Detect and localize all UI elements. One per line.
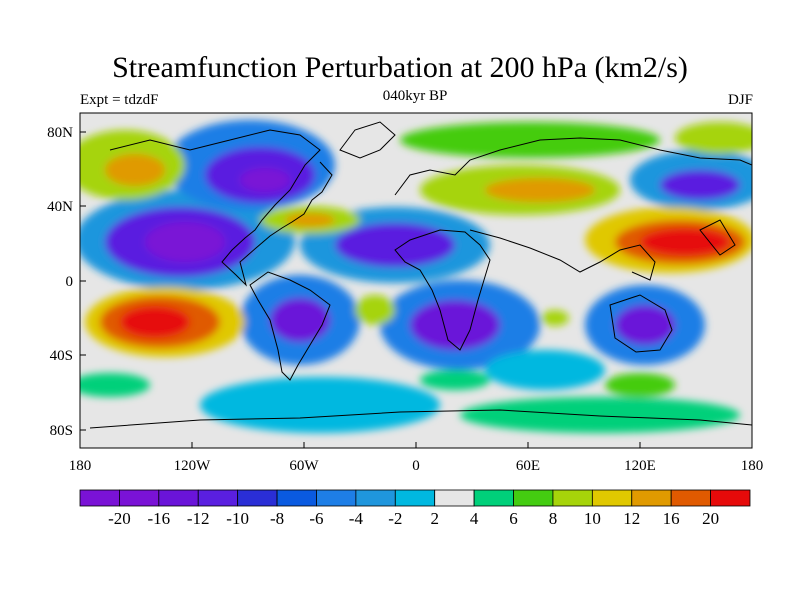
colorbar-label: 10	[584, 509, 601, 528]
chart-title: Streamfunction Perturbation at 200 hPa (…	[112, 51, 688, 84]
colorbar-swatch	[316, 489, 357, 507]
colorbar-swatch	[197, 489, 239, 507]
colorbar-label: -8	[270, 509, 284, 528]
longitude-axis: 180 120W 60W 0 60E 120E 180	[69, 442, 764, 474]
colorbar-label: 20	[702, 509, 719, 528]
colorbar: -20 -16 -12 -10 -8 -6 -4 -2 2 4 6 8 10 12 16 20	[79, 489, 751, 528]
lon-tick-label: 60W	[289, 458, 319, 474]
colorbar-label: -6	[309, 509, 323, 528]
lat-tick-label: 40N	[47, 199, 73, 215]
lon-tick-label: 180	[741, 458, 764, 474]
lon-tick-label: 120E	[624, 458, 656, 474]
colorbar-label: 6	[509, 509, 518, 528]
lat-tick-label: 0	[66, 274, 74, 290]
colorbar-swatch	[79, 489, 120, 507]
colorbar-swatch	[552, 489, 593, 507]
lon-tick-label: 0	[412, 458, 420, 474]
colorbar-label: -20	[108, 509, 131, 528]
lon-tick-label: 120W	[174, 458, 212, 474]
contour-field	[80, 113, 752, 448]
colorbar-swatch	[119, 489, 160, 507]
coastlines	[89, 121, 752, 429]
region-neg-southern	[200, 377, 440, 433]
colorbar-swatch	[394, 489, 436, 507]
colorbar-swatch	[591, 489, 633, 507]
season-label: DJF	[727, 92, 753, 108]
colorbar-swatch	[158, 489, 199, 507]
colorbar-swatch	[710, 489, 751, 507]
lat-tick-label: 80S	[50, 423, 73, 439]
latitude-axis: 80N 40N 0 40S 80S	[47, 125, 86, 439]
region-pos-arctic	[400, 122, 660, 158]
colorbar-swatch	[631, 489, 672, 507]
lon-tick-label: 60E	[516, 458, 540, 474]
experiment-label: Expt = tdzdF	[80, 92, 159, 108]
time-label: 040kyr BP	[382, 88, 448, 104]
colorbar-label: 16	[663, 509, 680, 528]
colorbar-swatch	[237, 489, 278, 507]
colorbar-swatch	[473, 489, 514, 507]
region-pos-satl	[355, 295, 395, 325]
colorbar-label: -4	[349, 509, 364, 528]
colorbar-swatch	[434, 489, 475, 507]
region-pos-antarctic	[460, 397, 740, 433]
colorbar-label: -10	[226, 509, 249, 528]
lon-tick-label: 180	[69, 458, 92, 474]
lat-tick-label: 80N	[47, 125, 73, 141]
lat-tick-label: 40S	[50, 348, 73, 364]
colorbar-label: -12	[187, 509, 210, 528]
colorbar-label: 2	[430, 509, 439, 528]
colorbar-label: -16	[147, 509, 170, 528]
colorbar-label: -2	[388, 509, 402, 528]
colorbar-label: 8	[549, 509, 558, 528]
colorbar-label: 4	[470, 509, 479, 528]
colorbar-swatch	[670, 489, 711, 507]
colorbar-swatch	[355, 489, 396, 507]
colorbar-swatch	[276, 489, 317, 507]
colorbar-swatch	[513, 489, 554, 507]
colorbar-label: 12	[623, 509, 640, 528]
